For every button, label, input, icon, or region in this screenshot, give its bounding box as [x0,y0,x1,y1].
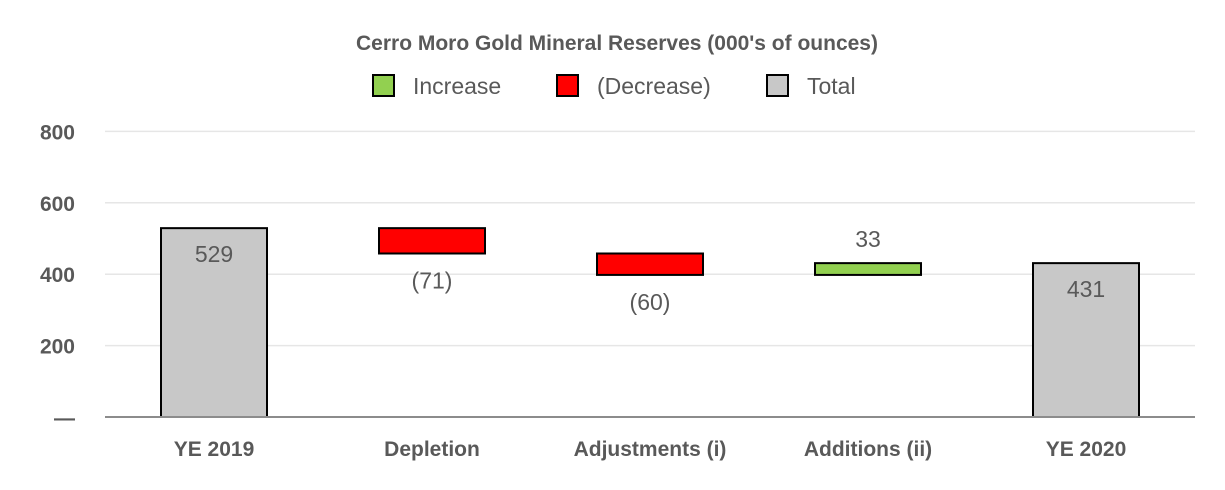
legend-label-increase: Increase [413,73,501,99]
legend: Increase (Decrease) Total [372,73,856,99]
bar-adjustments-i [596,252,704,276]
y-tick-label-400: 400 [40,264,75,287]
bar-depletion [378,227,486,255]
data-label-ye-2019: 529 [195,241,233,267]
chart-title: Cerro Moro Gold Mineral Reserves (000's … [356,32,878,55]
x-tick-label-depletion: Depletion [384,438,480,461]
y-tick-label-800: 800 [40,121,75,144]
data-label-depletion: (71) [412,267,453,293]
legend-swatch-decrease [556,74,579,97]
data-label-ye-2020: 431 [1067,276,1105,302]
bar-additions-ii [814,262,922,276]
y-tick-label-200: 200 [40,336,75,359]
legend-label-decrease: (Decrease) [597,73,711,99]
y-tick-label-600: 600 [40,193,75,216]
x-tick-label-ye-2019: YE 2019 [174,438,255,461]
legend-swatch-total [766,74,789,97]
legend-label-total: Total [807,73,856,99]
y-axis: — 200 400 600 800 [40,121,75,430]
bars [160,227,1140,418]
y-tick-label-0: — [54,407,75,430]
bar-ye-2019 [160,227,268,418]
data-label-additions-ii: 33 [855,226,881,252]
data-label-adjustments-i: (60) [630,289,671,315]
x-tick-label-ye-2020: YE 2020 [1046,438,1127,461]
legend-swatch-increase [372,74,395,97]
gridlines [105,130,1195,347]
x-tick-label-adjustments-i: Adjustments (i) [574,438,727,461]
x-axis: YE 2019 Depletion Adjustments (i) Additions… [105,416,1195,461]
x-tick-label-additions-ii: Additions (ii) [804,438,932,461]
data-labels: 529 (71) (60) 33 431 [195,226,1105,315]
